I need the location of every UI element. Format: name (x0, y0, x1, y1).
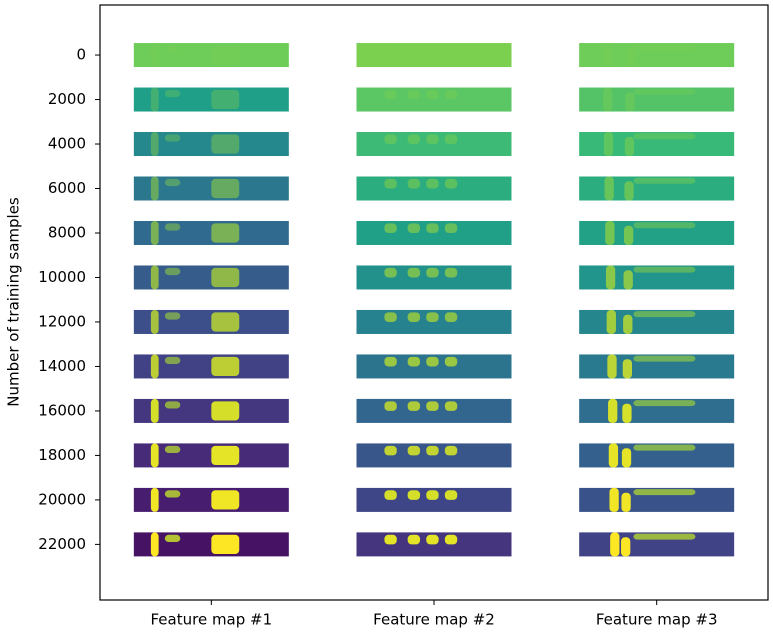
feature-map-tile (579, 87, 735, 112)
y-tick-label: 12000 (38, 312, 86, 330)
y-tick-label: 18000 (38, 446, 86, 464)
y-tick-label: 16000 (38, 401, 86, 419)
feature-map-tile (579, 220, 735, 245)
feature-map-tile (356, 176, 512, 201)
feature-map-tile (356, 220, 512, 245)
feature-map-tile (133, 176, 289, 201)
y-tick-label: 2000 (48, 90, 86, 108)
feature-map-tile (579, 354, 735, 379)
y-tick-label: 8000 (48, 223, 86, 241)
y-tick-label: 22000 (38, 535, 86, 553)
feature-map-tile (579, 532, 735, 557)
feature-map-tile (356, 87, 512, 112)
feature-map-tile (356, 398, 512, 423)
feature-map-tile (356, 265, 512, 290)
feature-map-tile (133, 532, 289, 557)
feature-map-tile (133, 87, 289, 112)
feature-map-tile (133, 398, 289, 423)
feature-map-tile (579, 265, 735, 290)
x-tick-label: Feature map #1 (151, 611, 273, 629)
feature-map-tile (579, 309, 735, 334)
feature-map-tile (133, 265, 289, 290)
feature-map-tile (579, 43, 735, 68)
feature-map-tile (579, 443, 735, 468)
y-tick-label: 10000 (38, 268, 86, 286)
y-tick-label: 4000 (48, 135, 86, 153)
feature-map-tile (356, 309, 512, 334)
feature-map-tile (356, 532, 512, 557)
y-tick-label: 14000 (38, 357, 86, 375)
feature-map-tile (579, 176, 735, 201)
feature-map-tile (356, 43, 512, 68)
feature-map-tile (133, 443, 289, 468)
y-tick-label: 6000 (48, 179, 86, 197)
feature-map-tile (133, 43, 289, 68)
y-tick-label: 0 (76, 46, 86, 64)
feature-map-tile (356, 132, 512, 157)
feature-map-tile (133, 309, 289, 334)
feature-map-tile (579, 398, 735, 423)
feature-map-tile (356, 443, 512, 468)
feature-map-tile (579, 132, 735, 157)
x-tick-label: Feature map #3 (596, 611, 718, 629)
y-tick-label: 20000 (38, 490, 86, 508)
feature-map-tile (579, 487, 735, 512)
feature-map-tile (133, 354, 289, 379)
y-axis-label: Number of training samples (5, 197, 23, 407)
feature-map-tile (356, 354, 512, 379)
feature-map-tile (133, 132, 289, 157)
x-tick-label: Feature map #2 (373, 611, 495, 629)
feature-map-tile (356, 487, 512, 512)
feature-map-tile (133, 220, 289, 245)
feature-map-tile (133, 487, 289, 512)
